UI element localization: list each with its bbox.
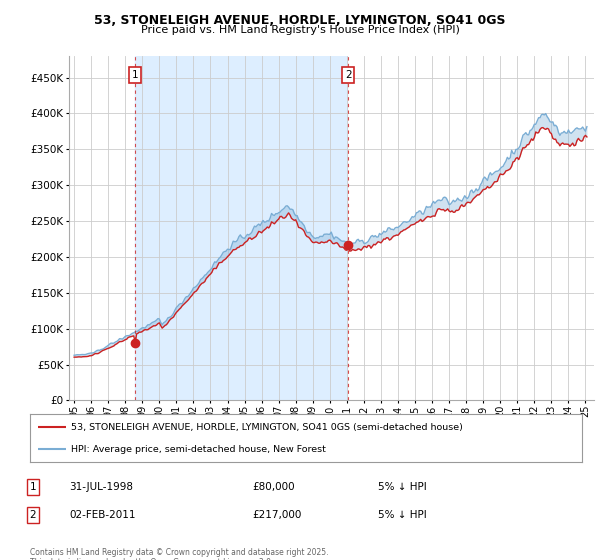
Text: 53, STONELEIGH AVENUE, HORDLE, LYMINGTON, SO41 0GS (semi-detached house): 53, STONELEIGH AVENUE, HORDLE, LYMINGTON…: [71, 423, 463, 432]
Text: 1: 1: [29, 482, 37, 492]
Text: 5% ↓ HPI: 5% ↓ HPI: [378, 482, 427, 492]
Text: 02-FEB-2011: 02-FEB-2011: [69, 510, 136, 520]
Text: 2: 2: [29, 510, 37, 520]
Text: HPI: Average price, semi-detached house, New Forest: HPI: Average price, semi-detached house,…: [71, 445, 326, 454]
Text: 31-JUL-1998: 31-JUL-1998: [69, 482, 133, 492]
Text: 2: 2: [345, 70, 352, 80]
Text: 53, STONELEIGH AVENUE, HORDLE, LYMINGTON, SO41 0GS: 53, STONELEIGH AVENUE, HORDLE, LYMINGTON…: [94, 14, 506, 27]
Text: 5% ↓ HPI: 5% ↓ HPI: [378, 510, 427, 520]
Text: 1: 1: [132, 70, 139, 80]
Text: Price paid vs. HM Land Registry's House Price Index (HPI): Price paid vs. HM Land Registry's House …: [140, 25, 460, 35]
Text: £80,000: £80,000: [252, 482, 295, 492]
Text: Contains HM Land Registry data © Crown copyright and database right 2025.
This d: Contains HM Land Registry data © Crown c…: [30, 548, 329, 560]
Text: £217,000: £217,000: [252, 510, 301, 520]
